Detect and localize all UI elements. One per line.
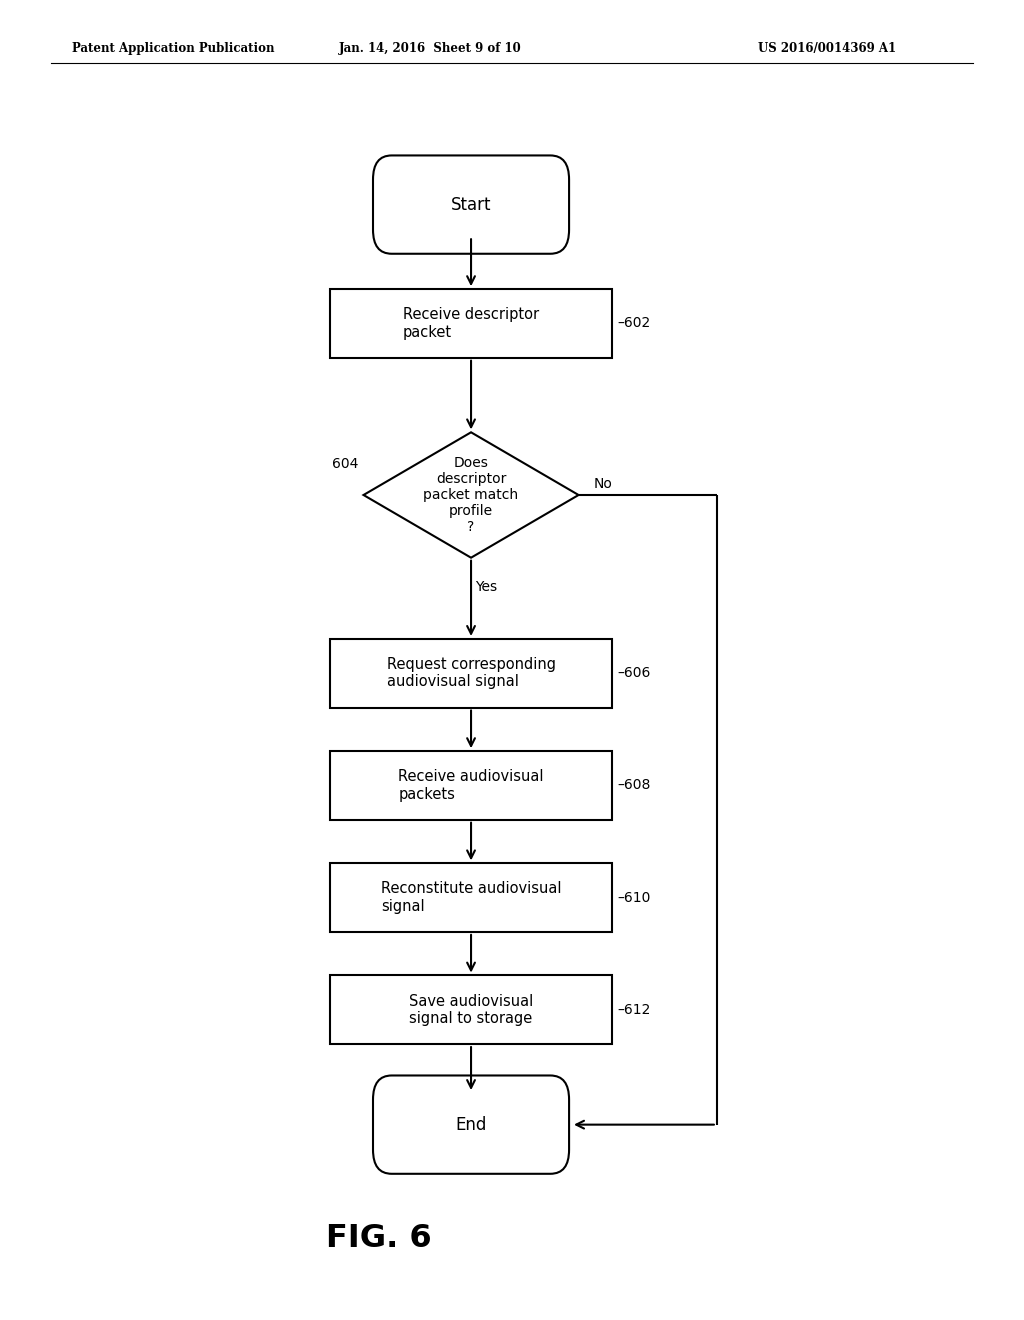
Text: Request corresponding
audiovisual signal: Request corresponding audiovisual signal [386, 657, 556, 689]
Bar [330, 975, 612, 1044]
Text: Yes: Yes [475, 579, 498, 594]
Text: Receive audiovisual
packets: Receive audiovisual packets [398, 770, 544, 801]
Text: –612: –612 [616, 1003, 650, 1016]
Text: Save audiovisual
signal to storage: Save audiovisual signal to storage [409, 994, 534, 1026]
Text: End: End [456, 1115, 486, 1134]
Text: No: No [594, 478, 612, 491]
FancyBboxPatch shape [373, 1076, 569, 1173]
Text: Jan. 14, 2016  Sheet 9 of 10: Jan. 14, 2016 Sheet 9 of 10 [339, 42, 521, 54]
Text: –610: –610 [616, 891, 650, 904]
Text: Does
descriptor
packet match
profile
?: Does descriptor packet match profile ? [424, 455, 518, 535]
Text: Reconstitute audiovisual
signal: Reconstitute audiovisual signal [381, 882, 561, 913]
Text: Patent Application Publication: Patent Application Publication [72, 42, 274, 54]
Text: US 2016/0014369 A1: US 2016/0014369 A1 [758, 42, 896, 54]
Text: Receive descriptor
packet: Receive descriptor packet [403, 308, 539, 339]
FancyBboxPatch shape [373, 156, 569, 253]
Polygon shape [364, 433, 579, 557]
Text: –602: –602 [616, 317, 650, 330]
Text: FIG. 6: FIG. 6 [326, 1222, 432, 1254]
Text: –608: –608 [616, 779, 650, 792]
Bar [330, 289, 612, 358]
Text: 604: 604 [332, 457, 358, 471]
Text: Start: Start [451, 195, 492, 214]
Bar [330, 751, 612, 820]
Bar [330, 639, 612, 708]
Bar [330, 863, 612, 932]
Text: –606: –606 [616, 667, 650, 680]
